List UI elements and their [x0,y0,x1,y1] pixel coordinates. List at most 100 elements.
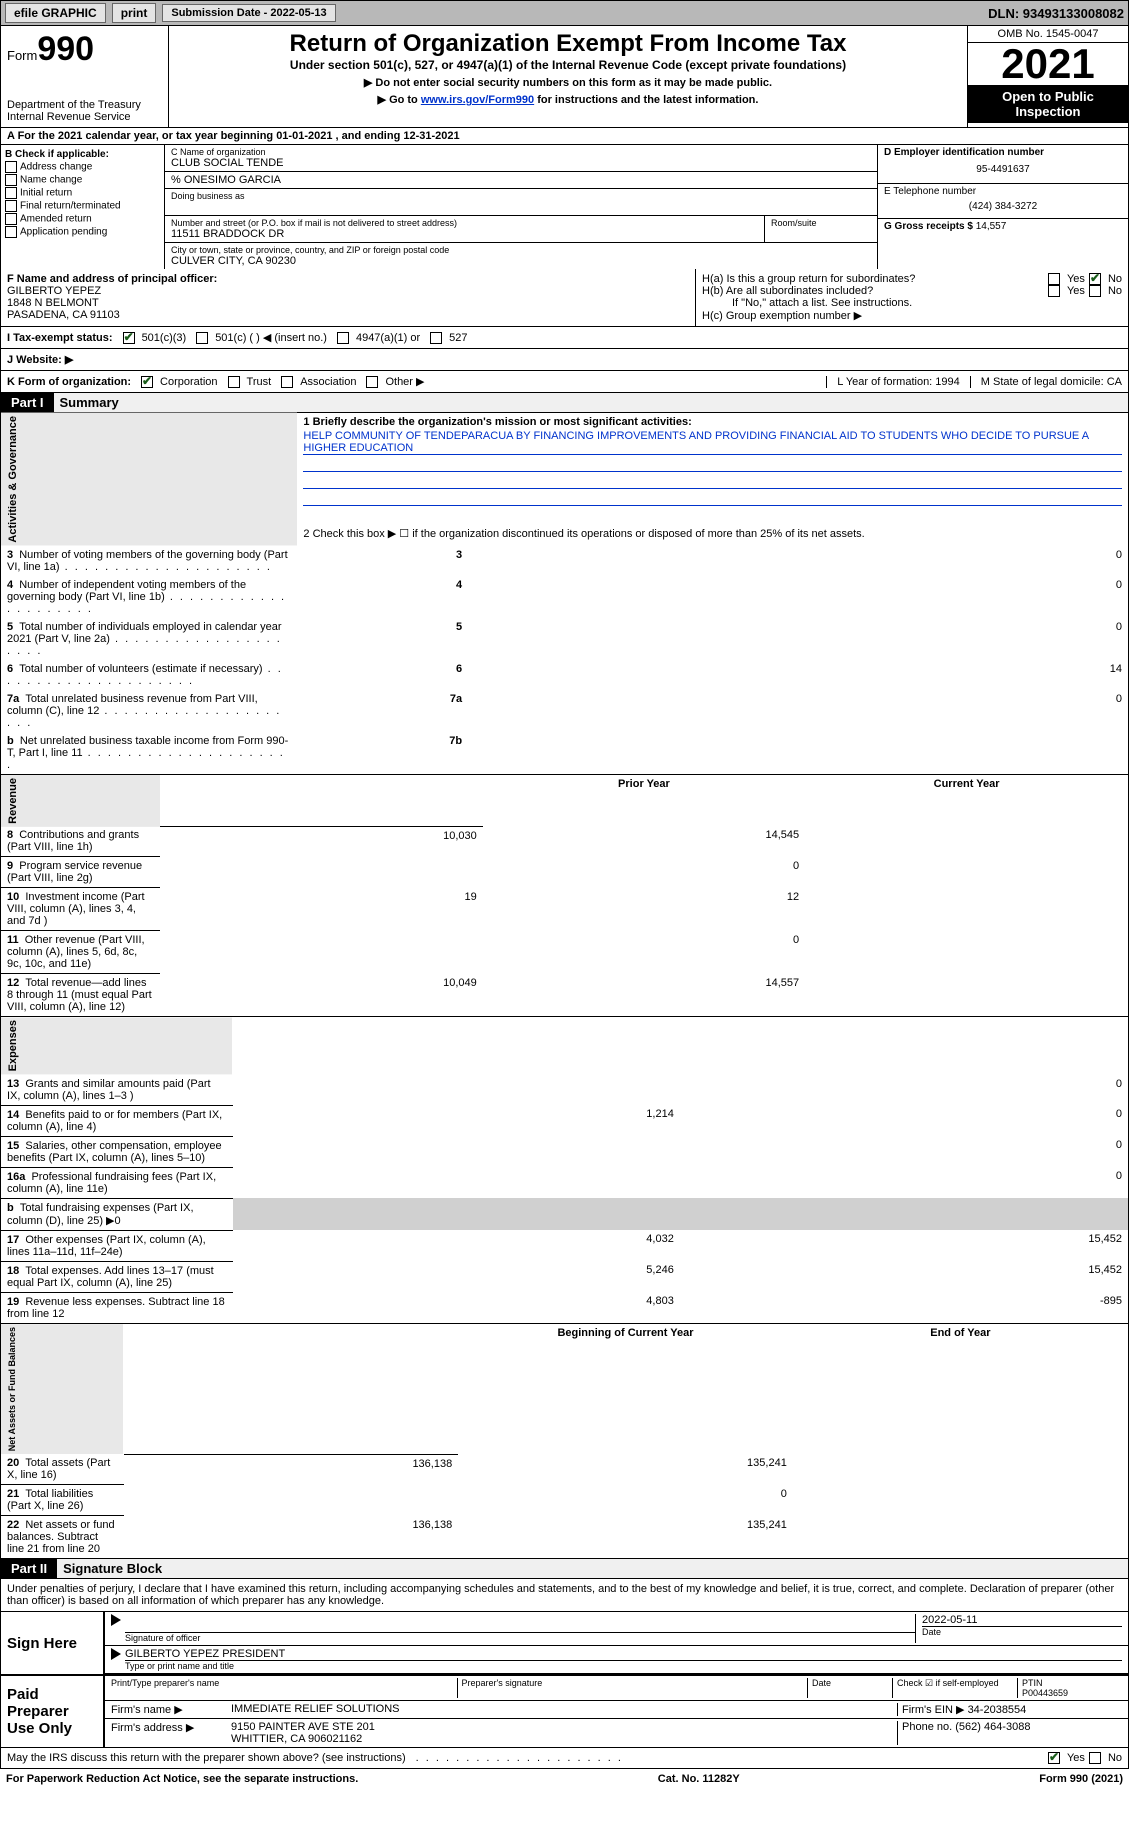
row-k: K Form of organization: Corporation Trus… [0,371,1129,393]
city-state-zip: CULVER CITY, CA 90230 [171,255,871,267]
gov-line-3: 3 Number of voting members of the govern… [1,546,1129,576]
room-label: Room/suite [771,218,871,228]
k-corp[interactable]: Corporation [160,376,217,388]
firm-addr2: WHITTIER, CA 906021162 [231,1733,362,1745]
k-assoc[interactable]: Association [300,376,356,388]
ha-yes[interactable]: Yes [1067,273,1085,285]
officer-addr2: PASADENA, CA 91103 [7,309,120,321]
pra-notice: For Paperwork Reduction Act Notice, see … [6,1773,358,1785]
revenue-table: Revenue Prior Year Current Year 8 Contri… [0,775,1129,1018]
header-left: Form990 Department of the Treasury Inter… [1,26,169,127]
header-right: OMB No. 1545-0047 2021 Open to Public In… [967,26,1128,127]
street-address: 11511 BRADDOCK DR [171,228,758,240]
box-b-label: B Check if applicable: [5,149,160,160]
irs-label: Internal Revenue Service [7,111,162,123]
print-button[interactable]: print [112,3,157,23]
care-of: % ONESIMO GARCIA [171,174,871,186]
row-k-label: K Form of organization: [7,376,131,388]
row-j-label: J Website: ▶ [7,353,73,366]
firm-name-label: Firm's name ▶ [111,1703,231,1716]
ein-value: 95-4491637 [884,158,1122,181]
phone-label: E Telephone number [884,186,1122,197]
cat-no: Cat. No. 11282Y [658,1773,740,1785]
org-name: CLUB SOCIAL TENDE [171,157,871,169]
firm-phone: (562) 464-3088 [955,1721,1030,1733]
efile-label: efile GRAPHIC [5,3,106,23]
part1-title: Summary [54,395,119,410]
hc-label: H(c) Group exemption number ▶ [702,309,1122,322]
gross-label: G Gross receipts $ [884,221,973,232]
box-f: F Name and address of principal officer:… [1,269,695,326]
form-subtitle: Under section 501(c), 527, or 4947(a)(1)… [177,58,959,72]
self-employed[interactable]: Check ☑ if self-employed [892,1678,1017,1698]
chk-pending[interactable]: Application pending [5,226,160,238]
date-label: Date [922,1626,1122,1637]
firm-addr1: 9150 PAINTER AVE STE 201 [231,1721,375,1733]
page-footer: For Paperwork Reduction Act Notice, see … [0,1769,1129,1789]
firm-name: IMMEDIATE RELIEF SOLUTIONS [231,1703,897,1716]
part1-bar: Part I Summary [0,393,1129,413]
entity-info-block: B Check if applicable: Address change Na… [0,145,1129,269]
header-center: Return of Organization Exempt From Incom… [169,26,967,127]
form-ref: Form 990 (2021) [1039,1773,1123,1785]
officer-group-row: F Name and address of principal officer:… [0,269,1129,327]
chk-initial[interactable]: Initial return [5,187,160,199]
mission-text: HELP COMMUNITY OF TENDEPARACUA BY FINANC… [303,430,1122,455]
k-trust[interactable]: Trust [247,376,272,388]
exp-line-17: 17 Other expenses (Part IX, column (A), … [1,1230,1129,1261]
row-j: J Website: ▶ [0,349,1129,371]
row-l: L Year of formation: 1994 [826,376,960,388]
open-public-badge: Open to Public Inspection [968,85,1128,123]
i-501c3[interactable]: 501(c)(3) [142,332,187,344]
date-col: Date [807,1678,892,1698]
firm-ein-label: Firm's EIN ▶ [902,1704,965,1716]
chk-name[interactable]: Name change [5,174,160,186]
i-501c[interactable]: 501(c) ( ) ◀ (insert no.) [215,331,327,344]
discuss-no[interactable]: No [1108,1752,1122,1764]
form-number: 990 [37,30,94,68]
line2: 2 Check this box ▶ ☐ if the organization… [297,524,1128,546]
k-other[interactable]: Other ▶ [385,375,424,388]
ha-label: H(a) Is this a group return for subordin… [702,273,915,285]
rev-line-11: 11 Other revenue (Part VIII, column (A),… [1,931,1129,974]
hb-yes[interactable]: Yes [1067,285,1085,297]
sign-here-label: Sign Here [1,1612,105,1674]
chk-final[interactable]: Final return/terminated [5,200,160,212]
chk-amended[interactable]: Amended return [5,213,160,225]
paid-preparer-label: Paid Preparer Use Only [1,1676,105,1747]
i-4947[interactable]: 4947(a)(1) or [356,332,420,344]
firm-addr-label: Firm's address ▶ [111,1721,231,1745]
phone-value: (424) 384-3272 [884,197,1122,216]
instruction-1: ▶ Do not enter social security numbers o… [177,76,959,89]
officer-addr1: 1848 N BELMONT [7,297,99,309]
chk-address[interactable]: Address change [5,161,160,173]
i-527[interactable]: 527 [449,332,467,344]
rev-line-8: 8 Contributions and grants (Part VIII, l… [1,826,1129,857]
rev-line-12: 12 Total revenue—add lines 8 through 11 … [1,974,1129,1017]
box-f-label: F Name and address of principal officer: [7,273,217,285]
hb-label: H(b) Are all subordinates included? [702,285,873,297]
part1-num: Part I [1,393,54,412]
signature-block: Under penalties of perjury, I declare th… [0,1579,1129,1748]
hb-no[interactable]: No [1108,285,1122,297]
exp-line-13: 13 Grants and similar amounts paid (Part… [1,1075,1129,1106]
form-header: Form990 Department of the Treasury Inter… [0,26,1129,128]
gov-line-b: b Net unrelated business taxable income … [1,732,1129,775]
row-m: M State of legal domicile: CA [970,376,1122,388]
instr2-post: for instructions and the latest informat… [534,94,758,106]
officer-typed-name: GILBERTO YEPEZ PRESIDENT [125,1648,1122,1660]
ptin-value: P00443659 [1022,1688,1068,1698]
exp-line-14: 14 Benefits paid to or for members (Part… [1,1105,1129,1136]
end-year-hdr: End of Year [793,1324,1129,1454]
submission-date: Submission Date - 2022-05-13 [162,4,335,22]
side-expenses: Expenses [1,1017,233,1074]
top-bar: efile GRAPHIC print Submission Date - 20… [0,0,1129,26]
sig-officer-label: Signature of officer [125,1632,915,1643]
declaration: Under penalties of perjury, I declare th… [1,1579,1128,1612]
dept-label: Department of the Treasury [7,99,162,111]
discuss-yes[interactable]: Yes [1067,1752,1085,1764]
net-line-21: 21 Total liabilities (Part X, line 26) 0 [1,1485,1129,1516]
rev-line-9: 9 Program service revenue (Part VIII, li… [1,857,1129,888]
irs-link[interactable]: www.irs.gov/Form990 [421,94,534,106]
ha-no[interactable]: No [1108,273,1122,285]
